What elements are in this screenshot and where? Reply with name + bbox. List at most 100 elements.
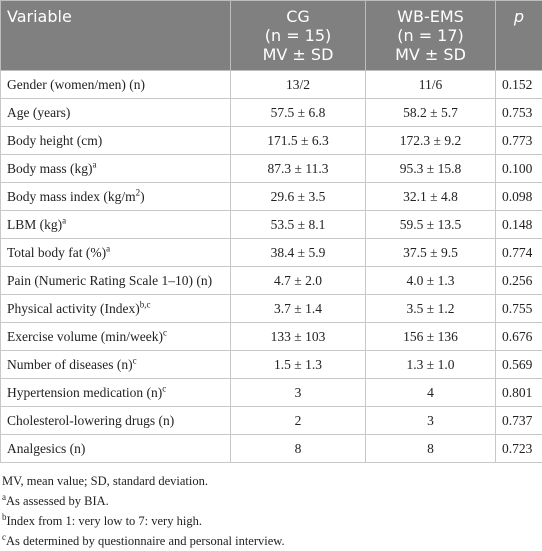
- header-cell: Variable: [1, 1, 231, 71]
- data-table: Variable CG(n = 15)MV ± SD WB-EMS(n = 17)M…: [0, 0, 542, 463]
- p-value-cell: 0.100: [496, 155, 542, 183]
- variable-text: Number of diseases (n): [7, 357, 133, 372]
- value-cell: 13/2: [231, 71, 366, 99]
- value-cell: 156 ± 136: [366, 323, 496, 351]
- variable-cell: Body height (cm): [1, 127, 231, 155]
- variable-text: Body mass (kg): [7, 161, 93, 176]
- value-cell: 171.5 ± 6.3: [231, 127, 366, 155]
- value-cell: 2: [231, 407, 366, 435]
- p-value-cell: 0.755: [496, 295, 542, 323]
- footnote: bIndex from 1: very low to 7: very high.: [2, 511, 542, 531]
- superscript: a: [62, 216, 66, 226]
- header-line: Variable: [7, 7, 224, 26]
- value-cell: 172.3 ± 9.2: [366, 127, 496, 155]
- value-cell: 8: [231, 435, 366, 463]
- superscript: c: [163, 328, 167, 338]
- header-line: CG: [237, 7, 359, 26]
- variable-text: Cholesterol-lowering drugs (n): [7, 413, 174, 428]
- value-cell: 3: [231, 379, 366, 407]
- value-cell: 53.5 ± 8.1: [231, 211, 366, 239]
- variable-cell: Body mass (kg)a: [1, 155, 231, 183]
- variable-cell: LBM (kg)a: [1, 211, 231, 239]
- variable-cell: Hypertension medication (n)c: [1, 379, 231, 407]
- value-cell: 4.0 ± 1.3: [366, 267, 496, 295]
- header-line: p: [502, 7, 536, 26]
- value-cell: 95.3 ± 15.8: [366, 155, 496, 183]
- variable-cell: Physical activity (Index)b,c: [1, 295, 231, 323]
- variable-cell: Gender (women/men) (n): [1, 71, 231, 99]
- p-value-cell: 0.676: [496, 323, 542, 351]
- variable-cell: Total body fat (%)a: [1, 239, 231, 267]
- value-cell: 8: [366, 435, 496, 463]
- footnote: aAs assessed by BIA.: [2, 491, 542, 511]
- footnote-text: As assessed by BIA.: [6, 494, 109, 508]
- value-cell: 57.5 ± 6.8: [231, 99, 366, 127]
- p-value-cell: 0.569: [496, 351, 542, 379]
- footnotes: MV, mean value; SD, standard deviation.a…: [0, 463, 542, 551]
- header-line: MV ± SD: [372, 45, 489, 64]
- value-cell: 87.3 ± 11.3: [231, 155, 366, 183]
- abbreviations: MV, mean value; SD, standard deviation.: [2, 471, 542, 491]
- table-row: Pain (Numeric Rating Scale 1–10) (n) 4.7 …: [1, 267, 542, 295]
- p-value-cell: 0.256: [496, 267, 542, 295]
- variable-cell: Age (years): [1, 99, 231, 127]
- footnote-text: Index from 1: very low to 7: very high.: [7, 514, 202, 528]
- value-cell: 3: [366, 407, 496, 435]
- p-value-cell: 0.723: [496, 435, 542, 463]
- variable-cell: Cholesterol-lowering drugs (n): [1, 407, 231, 435]
- variable-cell: Analgesics (n): [1, 435, 231, 463]
- variable-text: Body mass index (kg/m: [7, 189, 136, 204]
- variable-cell: Pain (Numeric Rating Scale 1–10) (n): [1, 267, 231, 295]
- header-line: (n = 17): [372, 26, 489, 45]
- p-value-cell: 0.801: [496, 379, 542, 407]
- variable-text: Age (years): [7, 105, 70, 120]
- header-line: (n = 15): [237, 26, 359, 45]
- p-value-cell: 0.152: [496, 71, 542, 99]
- p-value-cell: 0.098: [496, 183, 542, 211]
- superscript: a: [93, 160, 97, 170]
- value-cell: 133 ± 103: [231, 323, 366, 351]
- value-cell: 1.5 ± 1.3: [231, 351, 366, 379]
- superscript: b,c: [140, 300, 151, 310]
- variable-text: Body height (cm): [7, 133, 102, 148]
- value-cell: 59.5 ± 13.5: [366, 211, 496, 239]
- footnote: cAs determined by questionnaire and pers…: [2, 531, 542, 551]
- header-cell: CG(n = 15)MV ± SD: [231, 1, 366, 71]
- variable-cell: Body mass index (kg/m2): [1, 183, 231, 211]
- footnote-text: As determined by questionnaire and perso…: [6, 534, 285, 548]
- value-cell: 1.3 ± 1.0: [366, 351, 496, 379]
- header-cell: p: [496, 1, 542, 71]
- p-value-cell: 0.753: [496, 99, 542, 127]
- header-line: WB-EMS: [372, 7, 489, 26]
- value-cell: 3.5 ± 1.2: [366, 295, 496, 323]
- value-cell: 4.7 ± 2.0: [231, 267, 366, 295]
- variable-text: Physical activity (Index): [7, 301, 140, 316]
- superscript: a: [106, 244, 110, 254]
- p-value-cell: 0.773: [496, 127, 542, 155]
- variable-text: Pain (Numeric Rating Scale 1–10) (n): [7, 273, 212, 288]
- p-value-cell: 0.774: [496, 239, 542, 267]
- variable-text: Total body fat (%): [7, 245, 106, 260]
- value-cell: 58.2 ± 5.7: [366, 99, 496, 127]
- variable-text: Hypertension medication (n): [7, 385, 162, 400]
- variable-text: ): [140, 189, 145, 204]
- value-cell: 32.1 ± 4.8: [366, 183, 496, 211]
- variable-text: Analgesics (n): [7, 441, 85, 456]
- variable-cell: Exercise volume (min/week)c: [1, 323, 231, 351]
- value-cell: 29.6 ± 3.5: [231, 183, 366, 211]
- p-value-cell: 0.148: [496, 211, 542, 239]
- variable-text: LBM (kg): [7, 217, 62, 232]
